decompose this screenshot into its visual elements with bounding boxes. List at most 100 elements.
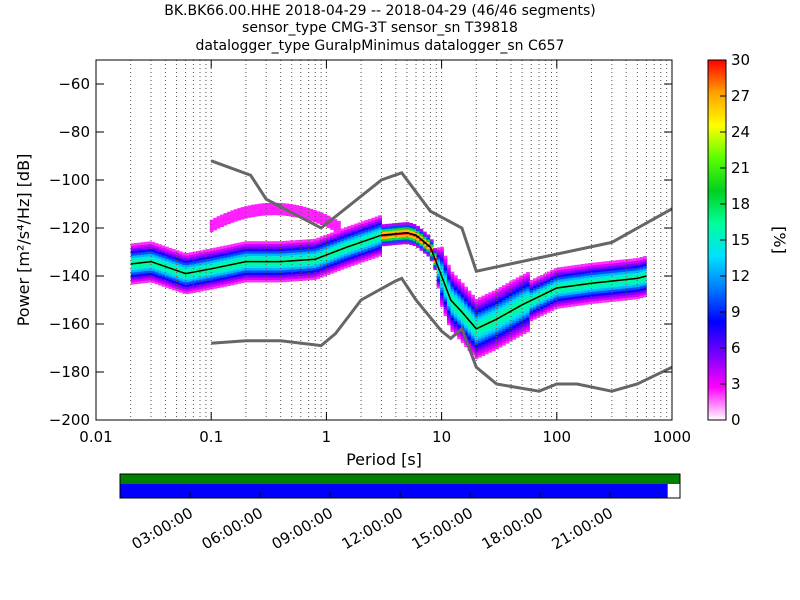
heatmap-cell (185, 255, 190, 259)
heatmap-cell (522, 288, 527, 291)
heatmap-cell (316, 216, 321, 219)
heatmap-cell (257, 267, 262, 271)
heatmap-cell (337, 234, 341, 238)
heatmap-cell (453, 308, 458, 312)
heatmap-cell (447, 284, 451, 287)
heatmap-cell (268, 253, 272, 256)
heatmap-cell (636, 281, 640, 285)
heatmap-cell (581, 297, 585, 301)
heatmap-cell (557, 293, 561, 297)
heatmap-cell (594, 295, 599, 299)
heatmap-cell (154, 247, 159, 251)
heatmap-cell (340, 264, 345, 268)
heatmap-cell (402, 224, 407, 228)
heatmap-cell (343, 256, 348, 259)
heatmap-cell (278, 248, 283, 252)
heatmap-cell (526, 272, 530, 275)
heatmap-cell (216, 261, 221, 265)
heatmap-cell (254, 211, 259, 215)
heatmap-cell (474, 313, 479, 316)
heatmap-cell (443, 274, 448, 278)
heatmap-cell (202, 283, 207, 286)
heatmap-cell (319, 274, 324, 278)
heatmap-cell (237, 276, 242, 279)
heatmap-cell (354, 257, 358, 260)
heatmap-cell (512, 298, 517, 302)
heatmap-cell (312, 270, 317, 273)
heatmap-cell (484, 337, 489, 340)
heatmap-cell (488, 323, 493, 327)
heatmap-cell (144, 244, 149, 247)
heatmap-cell (381, 243, 386, 247)
heatmap-cell (612, 260, 616, 264)
heatmap-cell (213, 281, 217, 284)
heatmap-cell (227, 214, 231, 217)
heatmap-cell (594, 291, 599, 294)
heatmap-cell (553, 282, 558, 286)
heatmap-cell (268, 272, 272, 276)
heatmap-cell (175, 271, 180, 275)
heatmap-cell (319, 248, 324, 252)
heatmap-cell (326, 272, 331, 275)
heatmap-cell (502, 297, 506, 300)
heatmap-cell (508, 312, 513, 316)
heatmap-cell (543, 297, 548, 301)
heatmap-cell (271, 205, 276, 208)
heatmap-cell (584, 265, 589, 269)
heatmap-cell (519, 323, 523, 327)
heatmap-cell (498, 301, 503, 305)
heatmap-cell (574, 291, 578, 295)
heatmap-cell (264, 265, 269, 268)
heatmap-cell (484, 293, 489, 297)
heatmap-cell (443, 267, 448, 271)
heatmap-cell (316, 213, 321, 217)
heatmap-cell (306, 270, 310, 274)
heatmap-cell (165, 249, 169, 252)
heatmap-cell (639, 293, 644, 296)
heatmap-cell (151, 246, 156, 250)
heatmap-cell (340, 262, 345, 265)
heatmap-cell (312, 272, 317, 276)
heatmap-cell (213, 252, 217, 256)
heatmap-cell (618, 264, 623, 268)
heatmap-cell (230, 248, 235, 252)
heatmap-cell (158, 249, 162, 252)
heatmap-cell (395, 222, 400, 226)
heatmap-cell (299, 249, 303, 253)
heatmap-cell (330, 261, 334, 265)
heatmap-cell (206, 253, 211, 257)
heatmap-cell (350, 232, 355, 235)
heatmap-cell (247, 246, 252, 249)
heatmap-cell (285, 274, 290, 278)
heatmap-cell (199, 267, 204, 270)
heatmap-cell (247, 241, 252, 244)
heatmap-cell (223, 217, 228, 221)
heatmap-cell (615, 288, 620, 292)
heatmap-cell (282, 203, 286, 206)
heatmap-cell (591, 298, 596, 302)
heatmap-cell (622, 281, 627, 284)
heatmap-cell (312, 260, 317, 264)
heatmap-cell (168, 269, 173, 273)
heatmap-cell (615, 286, 620, 290)
heatmap-cell (536, 276, 541, 280)
heatmap-cell (268, 258, 272, 261)
heatmap-cell (168, 271, 173, 275)
heatmap-cell (251, 250, 255, 254)
heatmap-cell (502, 321, 506, 324)
heatmap-cell (557, 303, 561, 307)
heatmap-cell (601, 268, 606, 272)
heatmap-cell (457, 305, 462, 309)
heatmap-cell (405, 224, 410, 228)
colorbar-tick-label: 24 (731, 123, 750, 141)
heatmap-cell (288, 266, 293, 270)
heatmap-cell (206, 258, 211, 262)
heatmap-cell (151, 273, 156, 276)
heatmap-cell (223, 213, 228, 216)
heatmap-cell (453, 313, 458, 317)
heatmap-cell (478, 304, 482, 308)
heatmap-cell (560, 278, 565, 282)
heatmap-cell (285, 255, 290, 258)
heatmap-cell (271, 277, 276, 280)
heatmap-cell (474, 344, 479, 348)
